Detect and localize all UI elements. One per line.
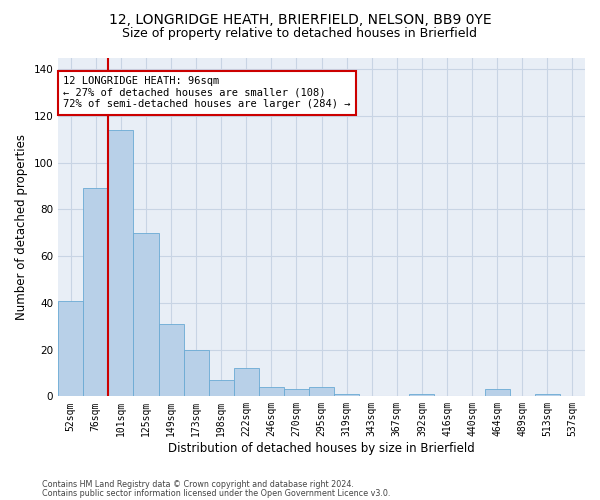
Bar xyxy=(109,130,133,396)
Text: 12 LONGRIDGE HEATH: 96sqm
← 27% of detached houses are smaller (108)
72% of semi: 12 LONGRIDGE HEATH: 96sqm ← 27% of detac… xyxy=(63,76,350,110)
Bar xyxy=(535,394,560,396)
Bar xyxy=(184,350,209,397)
Text: Contains public sector information licensed under the Open Government Licence v3: Contains public sector information licen… xyxy=(42,489,391,498)
Bar xyxy=(133,233,158,396)
Text: Size of property relative to detached houses in Brierfield: Size of property relative to detached ho… xyxy=(122,28,478,40)
Bar xyxy=(409,394,434,396)
Text: Contains HM Land Registry data © Crown copyright and database right 2024.: Contains HM Land Registry data © Crown c… xyxy=(42,480,354,489)
Bar xyxy=(284,390,309,396)
Bar xyxy=(234,368,259,396)
X-axis label: Distribution of detached houses by size in Brierfield: Distribution of detached houses by size … xyxy=(168,442,475,455)
Text: 12, LONGRIDGE HEATH, BRIERFIELD, NELSON, BB9 0YE: 12, LONGRIDGE HEATH, BRIERFIELD, NELSON,… xyxy=(109,12,491,26)
Y-axis label: Number of detached properties: Number of detached properties xyxy=(15,134,28,320)
Bar xyxy=(334,394,359,396)
Bar xyxy=(58,300,83,396)
Bar xyxy=(309,387,334,396)
Bar xyxy=(209,380,234,396)
Bar xyxy=(259,387,284,396)
Bar xyxy=(485,390,510,396)
Bar xyxy=(158,324,184,396)
Bar xyxy=(83,188,109,396)
